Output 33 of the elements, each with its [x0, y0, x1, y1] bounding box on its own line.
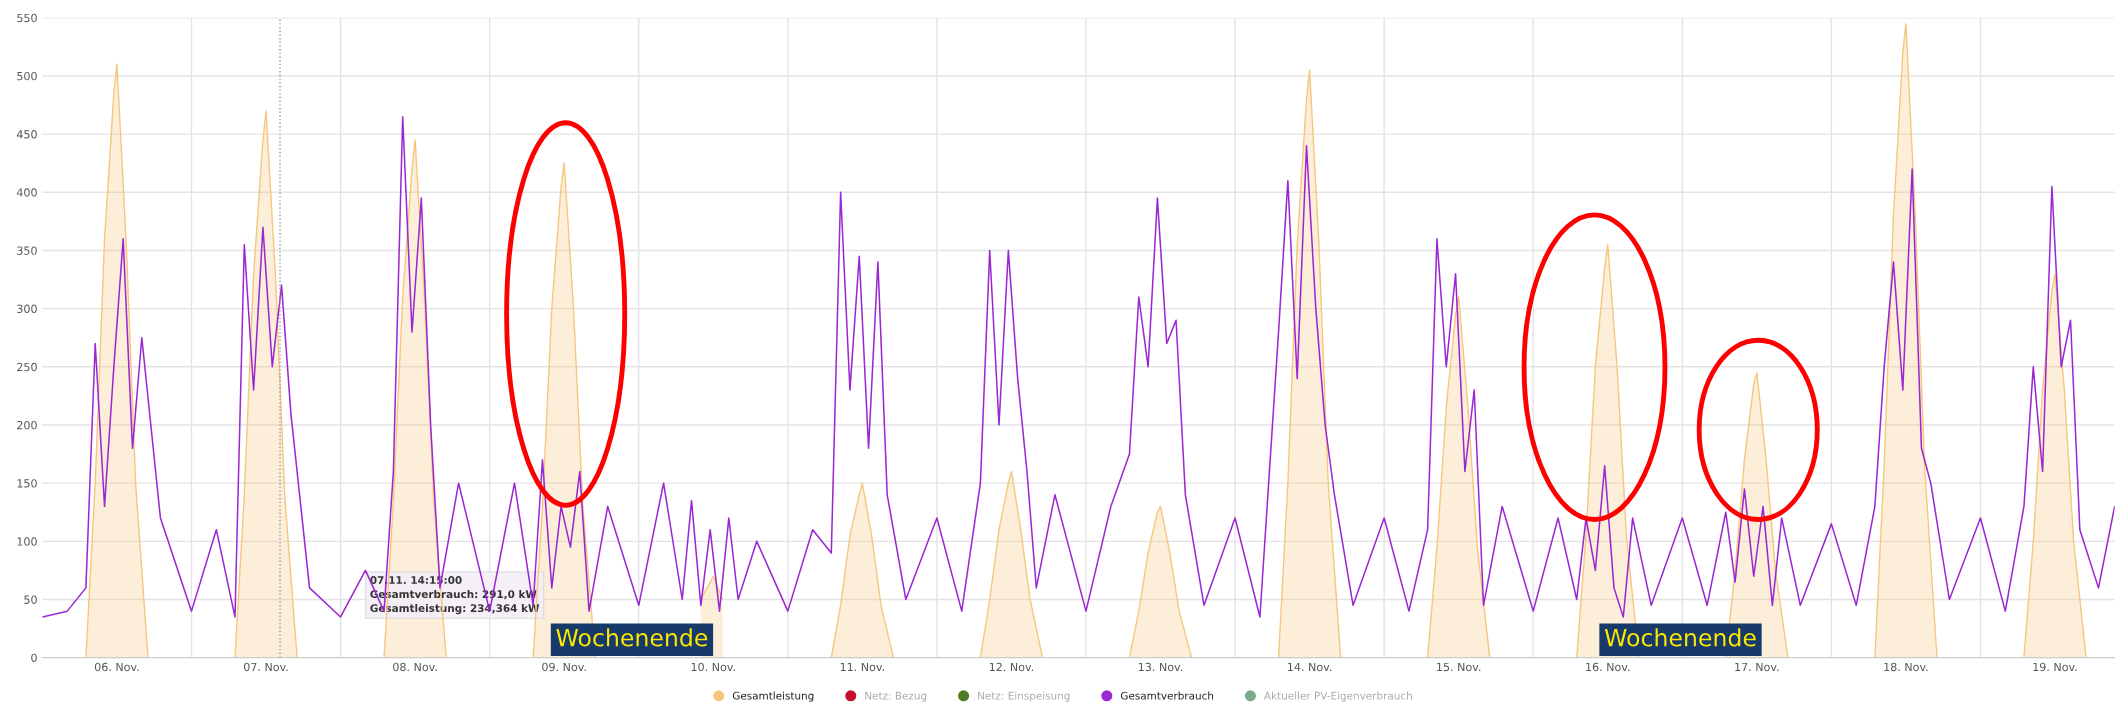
y-tick-label: 150 — [17, 479, 37, 488]
legend-label: Gesamtverbrauch — [1120, 691, 1214, 700]
annotation: Wochenende — [1604, 628, 1756, 647]
y-tick-label: 400 — [16, 188, 37, 197]
y-tick-label: 250 — [17, 362, 37, 372]
x-tick-label: 06. Nov. — [94, 662, 139, 672]
x-tick-label: 19. Nov. — [2033, 662, 2077, 672]
y-tick-label: 550 — [17, 13, 37, 23]
y-tick-label: 300 — [17, 304, 37, 314]
legend-label: Aktueller PV-Eigenverbrauch — [1264, 691, 1412, 702]
x-tick-label: 07. Nov. — [243, 662, 288, 672]
x-tick-label: 11. Nov. — [840, 662, 884, 672]
x-tick-label: 15. Nov. — [1437, 662, 1481, 672]
annotation: Wochenende — [556, 628, 708, 647]
y-tick-label: 50 — [24, 595, 37, 604]
legend-label: Netz: Bezug — [865, 691, 927, 702]
y-tick-label: 100 — [17, 537, 37, 546]
x-tick-label: 08. Nov. — [393, 662, 437, 672]
x-tick-label: 13. Nov. — [1138, 662, 1183, 672]
y-tick-label: 500 — [17, 71, 37, 81]
legend-label: Gesamtleistung — [732, 691, 814, 702]
legend-label: Netz: Einspeisung — [978, 691, 1070, 702]
y-tick-label: 200 — [17, 420, 37, 430]
x-tick-label: 09. Nov. — [542, 662, 586, 672]
y-tick-label: 450 — [16, 130, 37, 139]
x-tick-label: 17. Nov. — [1735, 662, 1779, 672]
x-tick-label: 18. Nov. — [1884, 662, 1928, 672]
x-tick-label: 16. Nov. — [1586, 662, 1630, 672]
x-tick-label: 10. Nov. — [691, 662, 735, 672]
y-tick-label: 350 — [17, 246, 37, 255]
x-tick-label: 12. Nov. — [989, 662, 1034, 672]
x-tick-label: 14. Nov. — [1288, 662, 1332, 672]
y-tick-label: 0 — [31, 653, 37, 663]
